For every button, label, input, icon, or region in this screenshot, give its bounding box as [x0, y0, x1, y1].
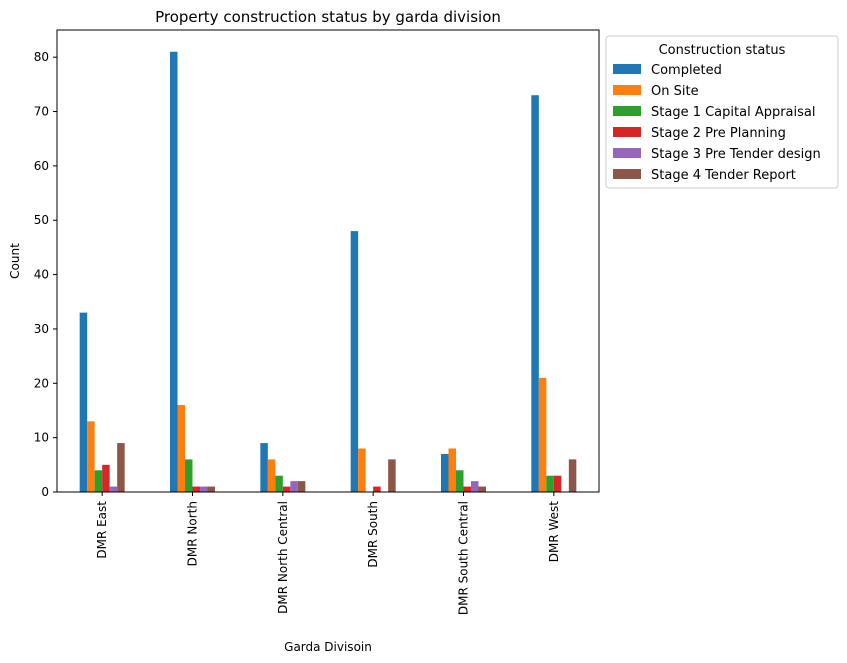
legend-title: Construction status — [659, 43, 786, 58]
bar-stage-2-pre-planning-dmr-east — [102, 464, 110, 492]
legend-label-on-site: On Site — [651, 84, 699, 99]
bar-stage-2-pre-planning-dmr-south — [373, 486, 381, 492]
bar-on-site-dmr-east — [87, 421, 95, 492]
bar-stage-2-pre-planning-dmr-west — [553, 475, 562, 492]
legend: Construction status Completed On Site Stag… — [605, 35, 839, 189]
bar-stage-2-pre-planning-dmr-north-central — [282, 486, 291, 492]
bar-completed-dmr-west — [531, 95, 539, 493]
bar-stage-1-capital-appraisal-dmr-south-central — [456, 470, 464, 492]
y-axis: 0 10 20 30 40 50 60 70 80 — [34, 50, 57, 499]
x-tick-label: DMR South — [366, 501, 380, 568]
bar-on-site-dmr-south — [358, 448, 366, 492]
x-tick-label: DMR West — [547, 501, 561, 563]
y-tick-label: 30 — [34, 322, 49, 336]
bar-completed-dmr-south — [350, 231, 359, 492]
bar-stage-1-capital-appraisal-dmr-west — [546, 475, 554, 492]
bar-completed-dmr-south-central — [441, 453, 449, 492]
legend-swatch-stage-1-capital-appraisal — [613, 106, 641, 116]
x-tick-label: DMR South Central — [457, 501, 471, 615]
x-tick-label: DMR North Central — [276, 501, 290, 614]
bar-stage-4-tender-report-dmr-north-central — [297, 481, 306, 492]
legend-label-completed: Completed — [651, 63, 722, 78]
bar-stage-4-tender-report-dmr-east — [117, 443, 125, 492]
bar-on-site-dmr-north — [177, 405, 185, 492]
bar-stage-3-pre-tender-design-dmr-south-central — [471, 481, 479, 492]
legend-label-stage-3-pre-tender-design: Stage 3 Pre Tender design — [651, 147, 821, 162]
bar-on-site-dmr-north-central — [267, 459, 276, 492]
legend-swatch-stage-4-tender-report — [613, 169, 641, 179]
bar-on-site-dmr-west — [538, 377, 547, 492]
bar-stage-1-capital-appraisal-dmr-north — [185, 459, 193, 492]
legend-label-stage-2-pre-planning: Stage 2 Pre Planning — [651, 126, 786, 141]
legend-swatch-completed — [613, 64, 641, 74]
bar-stage-1-capital-appraisal-dmr-east — [94, 470, 103, 492]
bar-stage-1-capital-appraisal-dmr-north-central — [275, 475, 283, 492]
plot-frame — [56, 29, 600, 493]
bar-stage-4-tender-report-dmr-west — [568, 459, 577, 492]
y-tick-label: 70 — [34, 105, 49, 119]
y-tick-label: 0 — [41, 485, 49, 499]
y-tick-label: 80 — [34, 50, 49, 64]
bar-stage-4-tender-report-dmr-south-central — [478, 486, 486, 492]
bars-group — [79, 51, 577, 493]
bar-completed-dmr-east — [79, 312, 88, 492]
legend-swatch-stage-3-pre-tender-design — [613, 148, 641, 158]
y-tick-label: 60 — [34, 159, 49, 173]
legend-swatch-stage-2-pre-planning — [613, 127, 641, 137]
x-axis-label: Garda Divisoin — [284, 640, 372, 654]
bar-stage-3-pre-tender-design-dmr-north — [200, 486, 208, 492]
bar-stage-2-pre-planning-dmr-south-central — [463, 486, 471, 492]
legend-label-stage-1-capital-appraisal: Stage 1 Capital Appraisal — [651, 105, 816, 120]
y-tick-label: 20 — [34, 376, 49, 390]
y-tick-label: 40 — [34, 268, 49, 282]
legend-swatch-on-site — [613, 85, 641, 95]
bar-stage-2-pre-planning-dmr-north — [192, 486, 200, 492]
bar-stage-3-pre-tender-design-dmr-north-central — [290, 481, 298, 492]
bar-completed-dmr-north — [170, 51, 178, 492]
bar-stage-3-pre-tender-design-dmr-east — [109, 486, 118, 492]
y-tick-label: 50 — [34, 213, 49, 227]
y-axis-label: Count — [8, 243, 22, 279]
bar-stage-4-tender-report-dmr-north — [207, 486, 215, 492]
x-axis: DMR East DMR North DMR North Central DMR So… — [95, 492, 561, 615]
bar-stage-4-tender-report-dmr-south — [388, 459, 396, 492]
y-tick-label: 10 — [34, 431, 49, 445]
legend-label-stage-4-tender-report: Stage 4 Tender Report — [651, 168, 796, 183]
x-tick-label: DMR North — [186, 501, 200, 566]
bar-completed-dmr-north-central — [260, 443, 268, 492]
bar-on-site-dmr-south-central — [448, 448, 456, 492]
legend-frame — [605, 35, 839, 189]
chart-title: Property construction status by garda di… — [155, 8, 501, 26]
x-tick-label: DMR East — [95, 501, 109, 559]
